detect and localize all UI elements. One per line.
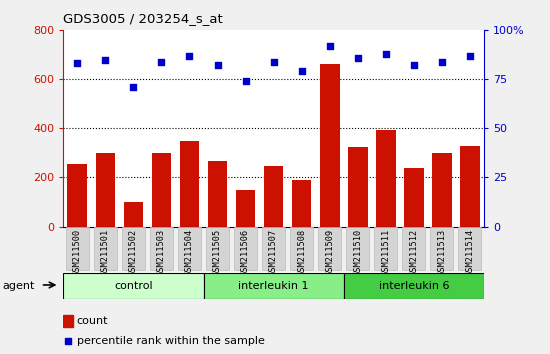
Bar [208,161,227,227]
Text: control: control [114,281,153,291]
Point [297,69,306,74]
Point [73,61,82,66]
Text: GSM211514: GSM211514 [465,228,475,275]
Bar [404,168,424,227]
Text: GSM211511: GSM211511 [381,228,390,275]
FancyBboxPatch shape [403,227,425,270]
Bar [180,141,199,227]
Text: agent: agent [3,281,35,291]
FancyBboxPatch shape [318,227,341,270]
Text: GSM211502: GSM211502 [129,228,138,275]
FancyBboxPatch shape [346,227,369,270]
Point [382,51,390,57]
Bar [264,166,283,227]
Point [101,57,110,62]
Point [465,53,474,58]
Bar [236,190,255,227]
Bar [124,202,143,227]
Text: percentile rank within the sample: percentile rank within the sample [76,336,265,346]
FancyBboxPatch shape [262,227,285,270]
FancyBboxPatch shape [290,227,313,270]
FancyBboxPatch shape [375,227,397,270]
Point [409,63,418,68]
Point [438,59,447,64]
Text: count: count [76,316,108,326]
Bar [204,273,344,299]
Bar [63,315,73,327]
FancyBboxPatch shape [122,227,145,270]
Text: GSM211513: GSM211513 [437,228,447,275]
Text: GSM211506: GSM211506 [241,228,250,275]
Text: interleukin 6: interleukin 6 [378,281,449,291]
Point [241,78,250,84]
Bar [348,147,367,227]
Bar [432,153,452,227]
Point [185,53,194,58]
Text: GSM211508: GSM211508 [297,228,306,275]
Point [311,268,320,274]
Bar [152,153,171,227]
FancyBboxPatch shape [178,227,201,270]
Text: interleukin 1: interleukin 1 [238,281,309,291]
FancyBboxPatch shape [66,227,89,270]
Bar [63,273,204,299]
Text: GSM211500: GSM211500 [73,228,82,275]
Bar [320,64,339,227]
Text: GSM211509: GSM211509 [325,228,334,275]
Text: GSM211503: GSM211503 [157,228,166,275]
FancyBboxPatch shape [431,227,453,270]
Point [326,43,334,48]
Bar [376,130,395,227]
Bar [68,164,87,227]
FancyBboxPatch shape [150,227,173,270]
FancyBboxPatch shape [459,227,481,270]
Text: GDS3005 / 203254_s_at: GDS3005 / 203254_s_at [63,12,223,25]
Text: GSM211507: GSM211507 [269,228,278,275]
Point [213,63,222,68]
Bar [344,273,484,299]
FancyBboxPatch shape [234,227,257,270]
Text: GSM211512: GSM211512 [409,228,419,275]
Text: GSM211505: GSM211505 [213,228,222,275]
Bar [460,145,480,227]
Point [157,59,166,64]
Text: GSM211510: GSM211510 [353,228,362,275]
Bar [96,153,115,227]
Text: GSM211504: GSM211504 [185,228,194,275]
Point [270,59,278,64]
Point [129,84,138,90]
FancyBboxPatch shape [206,227,229,270]
Bar [292,180,311,227]
Text: GSM211501: GSM211501 [101,228,110,275]
FancyBboxPatch shape [94,227,117,270]
Point [353,55,362,61]
